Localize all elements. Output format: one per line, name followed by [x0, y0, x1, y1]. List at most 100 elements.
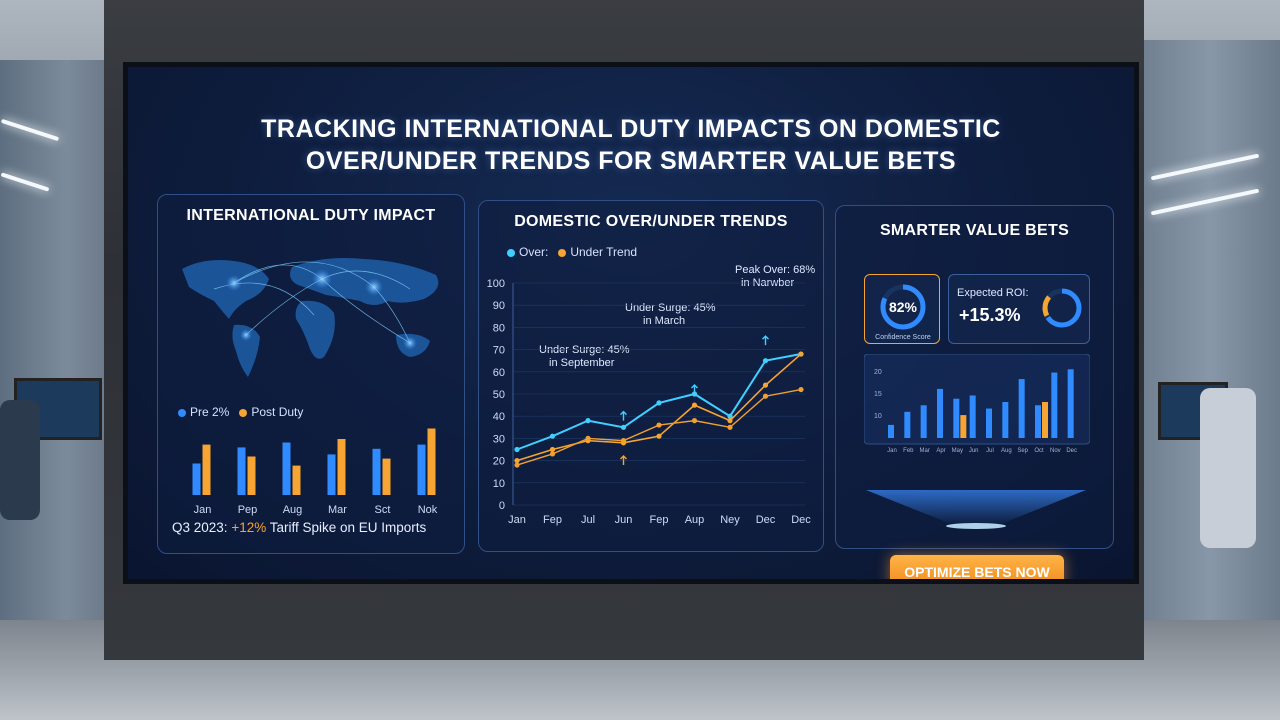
roi-card: Expected ROI: +15.3% [948, 274, 1090, 344]
trend-point [514, 446, 520, 453]
optimize-bets-button[interactable]: OPTIMIZE BETS NOW [890, 555, 1064, 579]
bets-bar-oct [1035, 405, 1041, 438]
duty-bar-nok-post [427, 428, 436, 495]
duty-bar-aug-post [292, 465, 301, 495]
trend-x-tick: Jun [615, 514, 633, 526]
legend-label: Pre 2% [190, 405, 230, 419]
bets-x-tick: Aug [1001, 448, 1012, 454]
trend-x-tick: Dec [756, 514, 776, 526]
panel-title: DOMESTIC OVER/UNDER TRENDS [514, 213, 788, 230]
bets-bar-may-alt [960, 415, 967, 438]
bets-bar-jul [986, 408, 992, 438]
duty-bar-aug-pre [282, 442, 291, 495]
trend-point [585, 418, 591, 424]
bets-x-tick: Sep [1017, 448, 1028, 454]
trend-y-tick: 40 [493, 411, 505, 423]
duty-bar-jan-post [202, 444, 211, 495]
duty-bar-jan-pre [192, 463, 201, 495]
trend-point [656, 433, 662, 439]
duty-bar-pep-post [247, 456, 256, 495]
duty-bar-pep-pre [237, 447, 246, 495]
trend-y-tick: 90 [493, 300, 505, 312]
bets-chart-frame [864, 354, 1090, 445]
bets-bar-apr [937, 388, 943, 438]
bets-bar-may [953, 398, 960, 438]
glass-wall-left [0, 60, 110, 630]
trend-point [727, 424, 733, 430]
trend-y-tick: 100 [487, 278, 505, 290]
trend-point [656, 422, 662, 428]
footnote-text: Tariff Spike on EU Imports [269, 520, 427, 535]
bets-x-tick: Jul [986, 448, 994, 454]
duty-bar-chart: Jan Pep Aug Mar Sct Nok [192, 428, 438, 516]
trend-point [620, 424, 627, 430]
trend-x-tick: Fep [650, 514, 669, 526]
panel-title: INTERNATIONAL DUTY IMPACT [186, 207, 436, 224]
trend-point [549, 451, 556, 457]
trend-point [549, 446, 556, 453]
trend-y-tick: 20 [493, 456, 505, 468]
bets-x-tick: Jun [969, 448, 979, 454]
arrow-icon [620, 455, 627, 466]
duty-bar-mar-pre [327, 454, 336, 495]
bets-bar-sep [1018, 379, 1025, 438]
arrow-icon [620, 410, 627, 421]
bets-bar-dec [1067, 369, 1074, 438]
legend-label: Post Duty [251, 405, 304, 419]
duty-x-tick: Sct [375, 504, 391, 516]
bets-bar-jan [888, 424, 894, 438]
over-under-panel: DOMESTIC OVER/UNDER TRENDS Over: Under T… [478, 200, 824, 552]
trend-x-tick: Jul [581, 514, 595, 526]
duty-x-tick: Jan [194, 504, 212, 516]
trend-point [549, 433, 556, 439]
bets-x-tick: Dec [1066, 448, 1077, 454]
footnote-highlight: +12% [231, 520, 267, 535]
display-screen: TRACKING INTERNATIONAL DUTY IMPACTS ON D… [123, 62, 1139, 584]
trend-y-tick: 0 [499, 500, 505, 512]
roi-value: +15.3% [959, 305, 1021, 325]
trend-y-tick: 10 [493, 478, 505, 490]
title-line-2: OVER/UNDER TRENDS FOR SMARTER VALUE BETS [305, 147, 957, 175]
trend-point [514, 462, 520, 468]
duty-bar-sct-post [382, 458, 391, 495]
bets-x-tick: May [952, 448, 963, 454]
trend-point [585, 435, 591, 441]
trend-point [798, 386, 804, 393]
bets-bar-nov [1051, 372, 1058, 438]
bets-bar-jun [969, 395, 976, 438]
duty-x-tick: Aug [283, 504, 303, 516]
duty-bar-nok-pre [417, 444, 426, 495]
bets-bar-aug [1002, 402, 1009, 438]
legend-item-post: Post Duty [239, 405, 303, 419]
bets-y-tick: 20 [874, 369, 882, 376]
trend-y-tick: 80 [493, 322, 505, 334]
arrow-icon [691, 384, 698, 394]
panel-title: SMARTER VALUE BETS [879, 222, 1070, 239]
bets-x-tick: Jan [887, 448, 897, 454]
person-left [0, 400, 40, 520]
duty-bar-sct-pre [372, 448, 381, 495]
annotation-september-sub: in September [549, 357, 615, 369]
trend-x-tick: Aup [685, 514, 705, 526]
trend-point [762, 358, 769, 364]
confidence-label: Confidence Score [875, 334, 931, 341]
duty-x-tick: Mar [328, 504, 347, 516]
trend-point [727, 418, 733, 424]
annotation-march: Under Surge: 45% [625, 302, 716, 314]
trend-point [620, 438, 627, 444]
title-line-1: TRACKING INTERNATIONAL DUTY IMPACTS ON D… [261, 115, 1001, 143]
roi-label: Expected ROI: [957, 287, 1029, 299]
bets-bar-mar [920, 405, 927, 438]
trend-y-tick: 50 [493, 389, 505, 401]
trend-x-tick: Jan [508, 514, 526, 526]
trend-point [727, 413, 733, 419]
legend-label: Over: [519, 245, 549, 259]
trend-point [762, 382, 769, 388]
trend-point [691, 418, 698, 424]
world-map [182, 258, 439, 377]
value-bets-panel: SMARTER VALUE BETS 82% Confidence Score … [835, 205, 1114, 579]
glow-funnel [866, 490, 1086, 529]
trend-point [514, 458, 520, 464]
duty-bar-mar-post [337, 439, 346, 495]
duty-impact-panel: INTERNATIONAL DUTY IMPACT [157, 194, 465, 554]
